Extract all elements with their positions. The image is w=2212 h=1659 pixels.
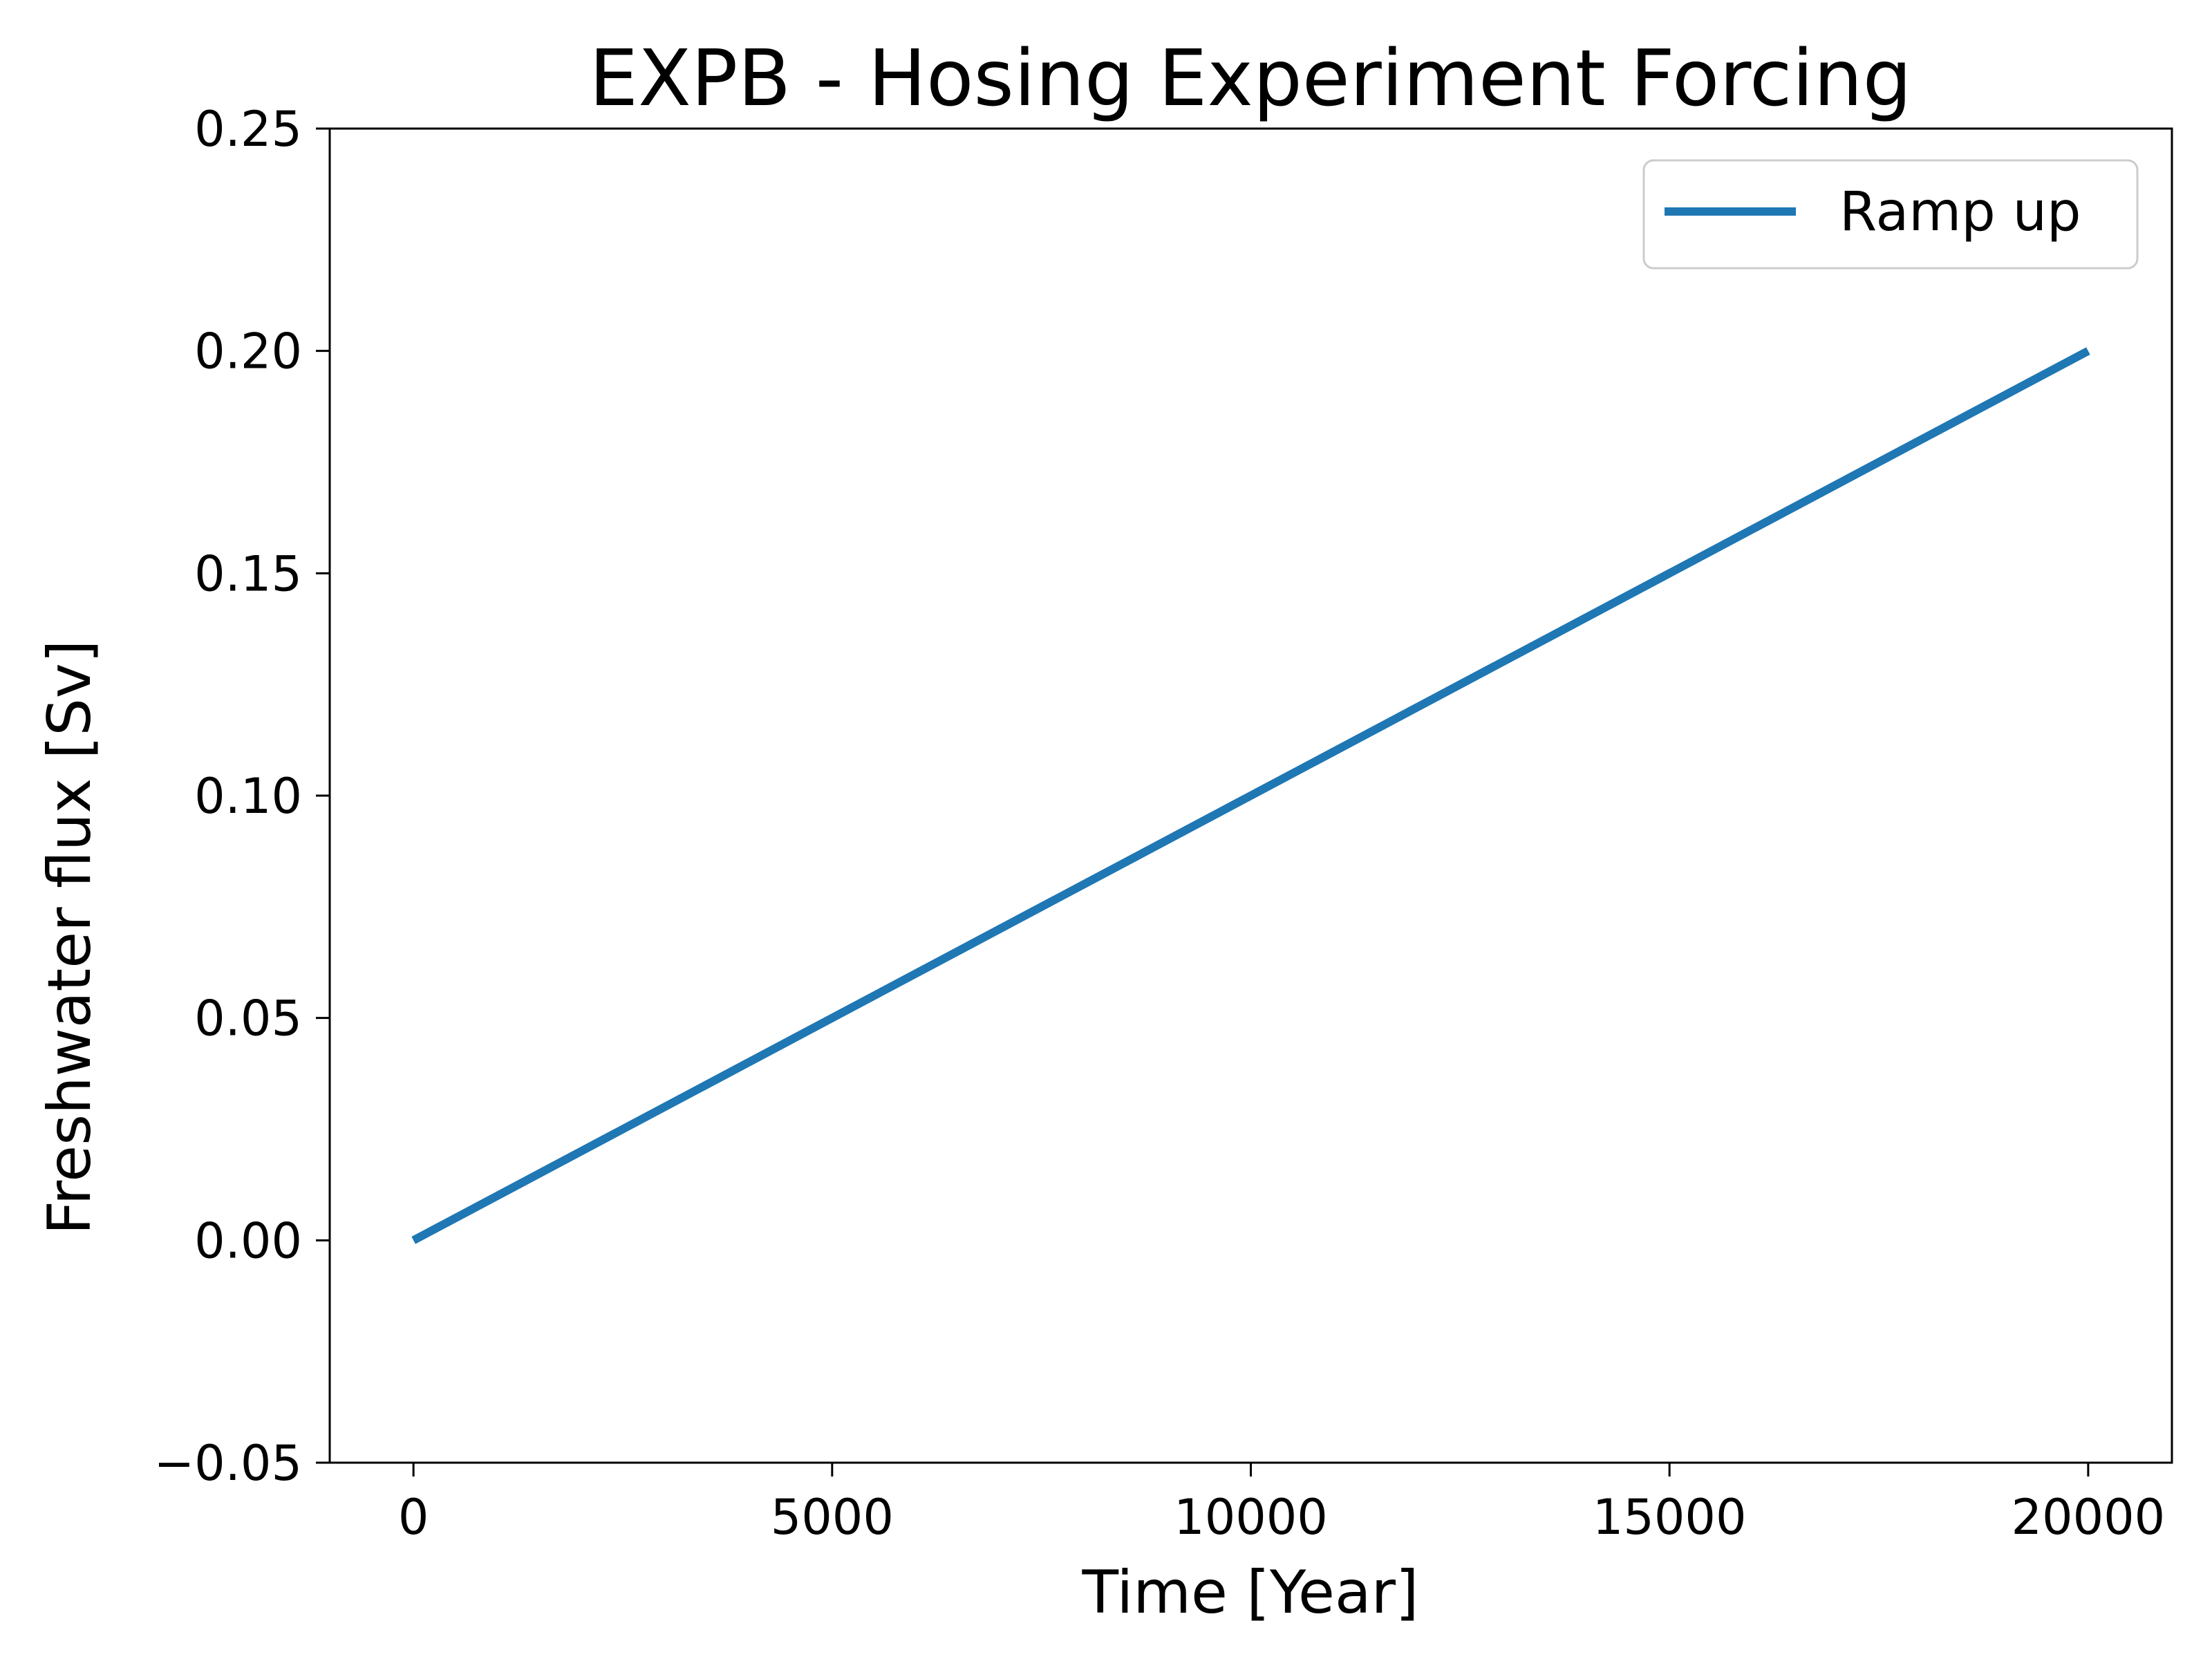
y-tick-label: 0.20 bbox=[194, 324, 302, 380]
y-tick-label: 0.10 bbox=[194, 768, 302, 825]
y-tick-label: 0.05 bbox=[194, 991, 302, 1047]
y-tick-label: 0.00 bbox=[194, 1212, 302, 1269]
legend-label-ramp-up: Ramp up bbox=[1839, 181, 2081, 243]
x-tick-label: 15000 bbox=[1593, 1489, 1747, 1546]
y-axis-label: Freshwater flux [Sv] bbox=[35, 640, 104, 1235]
x-tick-label: 5000 bbox=[771, 1489, 894, 1546]
chart-title: EXPB - Hosing Experiment Forcing bbox=[589, 34, 1911, 124]
x-tick-label: 0 bbox=[398, 1489, 429, 1546]
legend: Ramp up bbox=[1642, 159, 2139, 270]
y-tick-label: 0.25 bbox=[194, 101, 302, 158]
series-line-ramp-up bbox=[411, 347, 2090, 1244]
legend-box bbox=[1642, 159, 2139, 270]
x-tick-label: 10000 bbox=[1174, 1489, 1328, 1546]
x-axis-label: Time [Year] bbox=[1082, 1558, 1419, 1627]
y-tick-label: 0.15 bbox=[194, 545, 302, 602]
x-tick-label: 20000 bbox=[2012, 1489, 2166, 1546]
series-layer bbox=[411, 347, 2090, 1244]
x-axis: 0 5000 10000 15000 20000 bbox=[398, 1463, 2165, 1546]
y-tick-label: −0.05 bbox=[153, 1435, 302, 1492]
y-axis: −0.05 0.00 0.05 0.10 0.15 0.20 0.25 bbox=[153, 101, 330, 1492]
